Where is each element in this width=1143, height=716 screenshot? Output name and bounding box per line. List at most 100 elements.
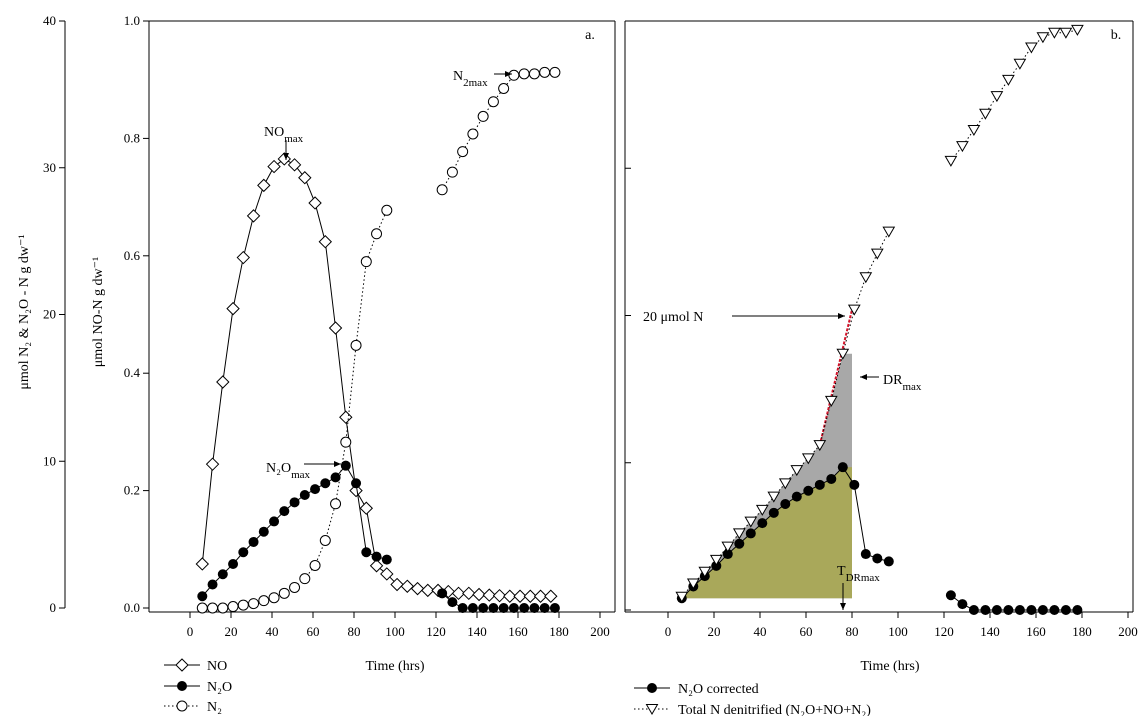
- data-point: [390, 577, 404, 592]
- annotation-20umol: 20 μmol N: [643, 310, 703, 325]
- data-point: [523, 589, 538, 603]
- x-tick-label-b: 120: [934, 624, 954, 639]
- data-point: [350, 339, 362, 351]
- annotation-no-max: NOmax: [264, 125, 304, 145]
- data-point: [319, 534, 331, 546]
- data-point: [488, 603, 499, 613]
- data-point: [945, 590, 956, 601]
- data-point: [207, 602, 219, 614]
- data-point: [544, 589, 558, 603]
- x-tick-label-b: 60: [800, 624, 813, 639]
- data-point: [991, 605, 1002, 615]
- data-point: [539, 603, 550, 613]
- arrow-no-max-head: [283, 153, 289, 160]
- data-point: [732, 528, 746, 540]
- data-point: [318, 235, 333, 249]
- data-point: [979, 108, 992, 120]
- data-point: [248, 536, 259, 547]
- arrow-20umol-head: [838, 313, 845, 319]
- data-point: [1025, 42, 1038, 54]
- data-point: [755, 504, 769, 516]
- legend-marker-b: [647, 683, 657, 693]
- x-tick-label-b: 200: [1118, 624, 1138, 639]
- data-point: [790, 465, 804, 477]
- data-point: [944, 155, 958, 167]
- panel-b: 0 20 40 60 80 100 120 140 160 180 200 Time (hrs) b. 2…: [624, 20, 1138, 674]
- data-point: [268, 592, 280, 604]
- data-point: [1014, 605, 1025, 615]
- data-point: [1059, 27, 1073, 39]
- data-point: [533, 589, 548, 603]
- x-axis-label-a: Time (hrs): [366, 659, 425, 674]
- data-point: [990, 91, 1004, 103]
- data-point: [258, 595, 270, 607]
- data-point: [1048, 27, 1061, 39]
- y-left-tick-label: 0: [50, 600, 57, 615]
- x-tick-label: 80: [348, 624, 361, 639]
- data-point: [847, 304, 861, 316]
- x-axis-label-b: Time (hrs): [861, 659, 920, 674]
- data-point: [503, 589, 517, 603]
- data-point: [882, 226, 896, 238]
- data-point: [1002, 74, 1015, 86]
- data-point: [675, 591, 689, 603]
- data-point: [872, 553, 883, 564]
- data-point: [380, 567, 394, 581]
- x-tick-label: 40: [266, 624, 279, 639]
- arrow-n2-max-head: [505, 71, 512, 77]
- data-point: [339, 410, 353, 424]
- annotation-no-max-main: NO: [264, 125, 284, 140]
- x-tick-label: 200: [590, 624, 610, 639]
- data-point: [279, 506, 290, 517]
- data-point: [360, 256, 372, 268]
- data-point: [436, 184, 448, 196]
- y-left-tick-label: 30: [43, 160, 56, 175]
- data-point: [467, 603, 478, 613]
- data-point: [529, 603, 540, 613]
- data-point: [447, 597, 458, 608]
- x-tick-label-b: 160: [1026, 624, 1046, 639]
- legend-label-b: N₂O corrected: [678, 682, 759, 697]
- arrow-n2o-max-head: [334, 461, 341, 467]
- panel-a: 0 20 40 60 80 100 120 140 160 180 2000.00.20.40.60…: [17, 13, 616, 674]
- data-point: [745, 528, 756, 539]
- data-point: [803, 485, 814, 496]
- annotation-n2-max: N2max: [453, 69, 488, 89]
- data-point: [1037, 605, 1048, 615]
- y-axis-label-left: μmol N₂ & N₂O - N g dw⁻¹: [17, 234, 32, 389]
- x-tick-label: 140: [467, 624, 487, 639]
- data-point: [721, 541, 735, 553]
- data-point: [351, 478, 362, 489]
- data-point: [248, 598, 260, 610]
- data-point: [330, 498, 342, 510]
- data-point: [860, 549, 871, 560]
- legend-marker: [176, 700, 188, 712]
- annotation-n2-max-sub: 2max: [463, 77, 488, 89]
- data-point: [226, 301, 240, 316]
- data-point: [487, 96, 499, 108]
- data-point: [837, 462, 848, 473]
- data-point: [498, 603, 509, 613]
- data-point: [217, 602, 229, 614]
- data-point: [813, 440, 827, 452]
- legend-label: N₂: [207, 700, 222, 715]
- x-tick-label: 20: [225, 624, 238, 639]
- panel-label-a: a.: [585, 28, 595, 43]
- data-point: [236, 250, 251, 265]
- data-point: [870, 248, 884, 260]
- data-point: [492, 588, 507, 603]
- data-point: [289, 497, 300, 508]
- data-point: [791, 491, 802, 502]
- series-line-0: [201, 158, 551, 597]
- data-point: [744, 516, 758, 528]
- annotation-n2-max-main: N: [453, 69, 463, 84]
- y-axis-label-right: μmol NO-N g dw⁻¹: [91, 257, 106, 367]
- data-point: [289, 581, 301, 593]
- panel-label-b: b.: [1111, 28, 1122, 43]
- data-point: [780, 498, 791, 509]
- data-point: [968, 605, 979, 615]
- data-point: [340, 460, 351, 471]
- x-tick-label-b: 40: [754, 624, 767, 639]
- data-point: [257, 178, 271, 193]
- x-tick-label: 100: [385, 624, 405, 639]
